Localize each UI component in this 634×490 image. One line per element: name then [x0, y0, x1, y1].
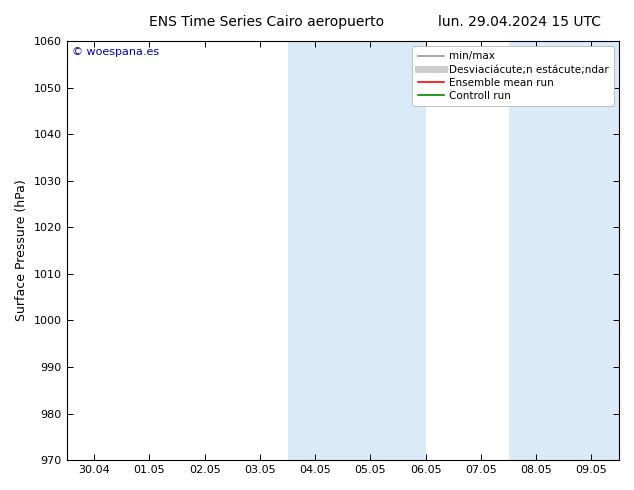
Text: lun. 29.04.2024 15 UTC: lun. 29.04.2024 15 UTC [438, 15, 602, 29]
Bar [508, 41, 619, 460]
Legend: min/max, Desviaciácute;n estácute;ndar, Ensemble mean run, Controll run: min/max, Desviaciácute;n estácute;ndar, … [412, 46, 614, 106]
Text: © woespana.es: © woespana.es [72, 48, 159, 57]
Bar [343, 41, 425, 460]
Y-axis label: Surface Pressure (hPa): Surface Pressure (hPa) [15, 180, 28, 321]
Bar [288, 41, 343, 460]
Text: ENS Time Series Cairo aeropuerto: ENS Time Series Cairo aeropuerto [149, 15, 384, 29]
